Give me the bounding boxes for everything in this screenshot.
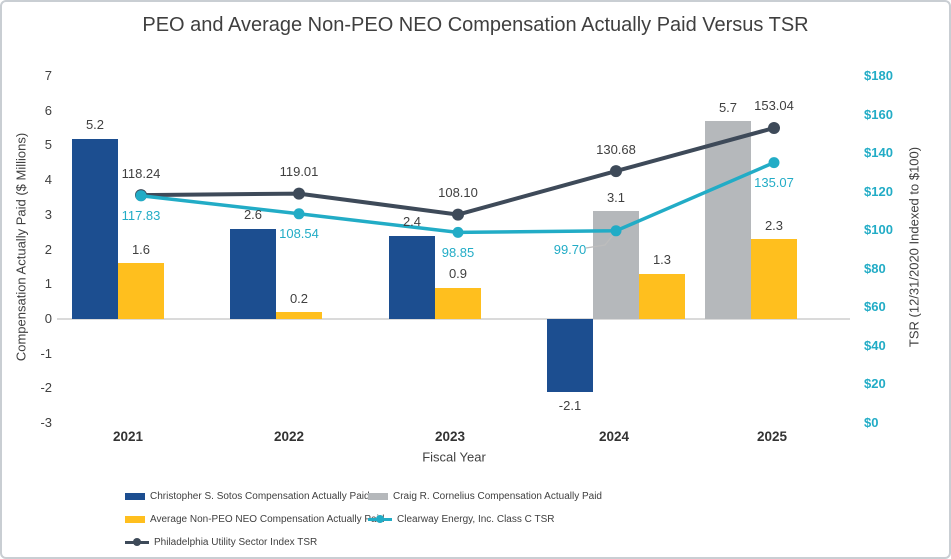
clearway-class-c-tsr-label-2024: 99.70 (553, 241, 587, 257)
sotos-bar-2021 (72, 138, 118, 319)
legend-swatch-avg-neo (125, 515, 145, 523)
phl-utility-index-tsr-label-2023: 108.10 (438, 185, 478, 201)
category-axis-line (57, 318, 850, 320)
legend-swatch-clearway-tsr (368, 515, 392, 524)
avg-neo-bar-2021 (118, 263, 164, 319)
right-axis-tick-label: $180 (864, 68, 893, 83)
sotos-bar-2024 (547, 319, 593, 392)
avg-neo-bar-label-2021: 1.6 (131, 241, 151, 257)
right-axis-tick-label: $140 (864, 145, 893, 161)
legend-item-avg-neo: Average Non-PEO NEO Compensation Actuall… (125, 512, 384, 526)
sotos-bar-label-2023: 2.4 (402, 214, 422, 230)
left-axis-tick-label: -3 (40, 415, 52, 431)
left-axis-tick-label: 0 (44, 311, 52, 326)
chart-title: PEO and Average Non-PEO NEO Compensation… (142, 14, 809, 36)
sotos-bar-label-2022: 2.6 (243, 207, 263, 223)
clearway-class-c-tsr-label-2022: 108.54 (279, 226, 319, 242)
right-axis-tick-label: $80 (864, 260, 886, 276)
right-axis-tick-label: $100 (864, 222, 893, 238)
avg-neo-bar-label-2022: 0.2 (289, 290, 309, 306)
left-axis-tick-label: -1 (40, 345, 52, 361)
x-axis-title: Fiscal Year (422, 449, 486, 465)
avg-neo-bar-2025 (751, 239, 797, 319)
sotos-bar-2022 (230, 228, 276, 319)
x-axis-label-2021: 2021 (112, 429, 144, 444)
x-axis-label-2025: 2025 (756, 429, 788, 444)
cornelius-bar-label-2024: 3.1 (606, 189, 626, 205)
avg-neo-bar-label-2024: 1.3 (652, 252, 672, 268)
legend-swatch-cornelius (368, 492, 388, 500)
x-axis-label-2022: 2022 (273, 429, 305, 444)
avg-neo-bar-2023 (435, 287, 481, 319)
clearway-class-c-tsr-label-2025: 135.07 (754, 175, 794, 191)
avg-neo-bar-2022 (276, 312, 322, 319)
legend-item-sotos: Christopher S. Sotos Compensation Actual… (125, 489, 370, 503)
avg-neo-bar-label-2023: 0.9 (448, 266, 468, 282)
left-axis-tick-label: -2 (40, 380, 52, 396)
phl-utility-index-tsr-label-2021: 118.24 (121, 165, 161, 181)
legend-label: Philadelphia Utility Sector Index TSR (154, 536, 318, 548)
left-axis-tick-label: 2 (44, 241, 52, 257)
cornelius-bar-label-2025: 5.7 (718, 99, 738, 115)
right-axis-tick-label: $60 (864, 299, 886, 315)
legend-label: Average Non-PEO NEO Compensation Actuall… (150, 513, 385, 525)
x-axis-label-2024: 2024 (598, 429, 630, 444)
right-axis-tick-label: $20 (864, 376, 886, 392)
right-axis-tick-label: $160 (864, 106, 893, 122)
avg-neo-bar-label-2025: 2.3 (764, 217, 784, 233)
x-axis-label-2023: 2023 (434, 429, 466, 444)
legend-item-clearway-tsr: Clearway Energy, Inc. Class C TSR (368, 512, 554, 526)
left-axis-tick-label: 1 (44, 276, 52, 292)
legend-label: Craig R. Cornelius Compensation Actually… (393, 490, 602, 502)
legend-swatch-phl-index-tsr (125, 538, 149, 547)
legend-item-phl-index-tsr: Philadelphia Utility Sector Index TSR (125, 535, 317, 549)
left-axis-tick-label: 4 (44, 172, 52, 188)
right-axis-tick-label: $0 (864, 415, 879, 430)
left-axis-tick-label: 6 (44, 102, 52, 118)
phl-utility-index-tsr-label-2022: 119.01 (279, 164, 319, 180)
legend-swatch-sotos (125, 492, 145, 500)
sotos-bar-label-2021: 5.2 (85, 117, 105, 132)
phl-utility-index-tsr-label-2024: 130.68 (596, 141, 636, 157)
clearway-class-c-tsr-label-2021: 117.83 (121, 208, 161, 224)
sotos-bar-label-2024: -2.1 (558, 398, 582, 414)
sotos-bar-2023 (389, 235, 435, 319)
phl-utility-index-tsr-label-2025: 153.04 (754, 98, 794, 114)
legend-label: Christopher S. Sotos Compensation Actual… (150, 490, 370, 502)
avg-neo-bar-2024 (639, 273, 685, 319)
legend-item-cornelius: Craig R. Cornelius Compensation Actually… (368, 489, 602, 503)
right-axis-tick-label: $40 (864, 337, 886, 353)
left-axis-tick-label: 3 (44, 206, 52, 222)
right-axis-tick-label: $120 (864, 183, 893, 199)
left-axis-tick-label: 5 (44, 137, 52, 153)
clearway-class-c-tsr-label-2023: 98.85 (441, 244, 475, 260)
left-axis-tick-label: 7 (44, 68, 52, 84)
legend-label: Clearway Energy, Inc. Class C TSR (397, 513, 555, 525)
